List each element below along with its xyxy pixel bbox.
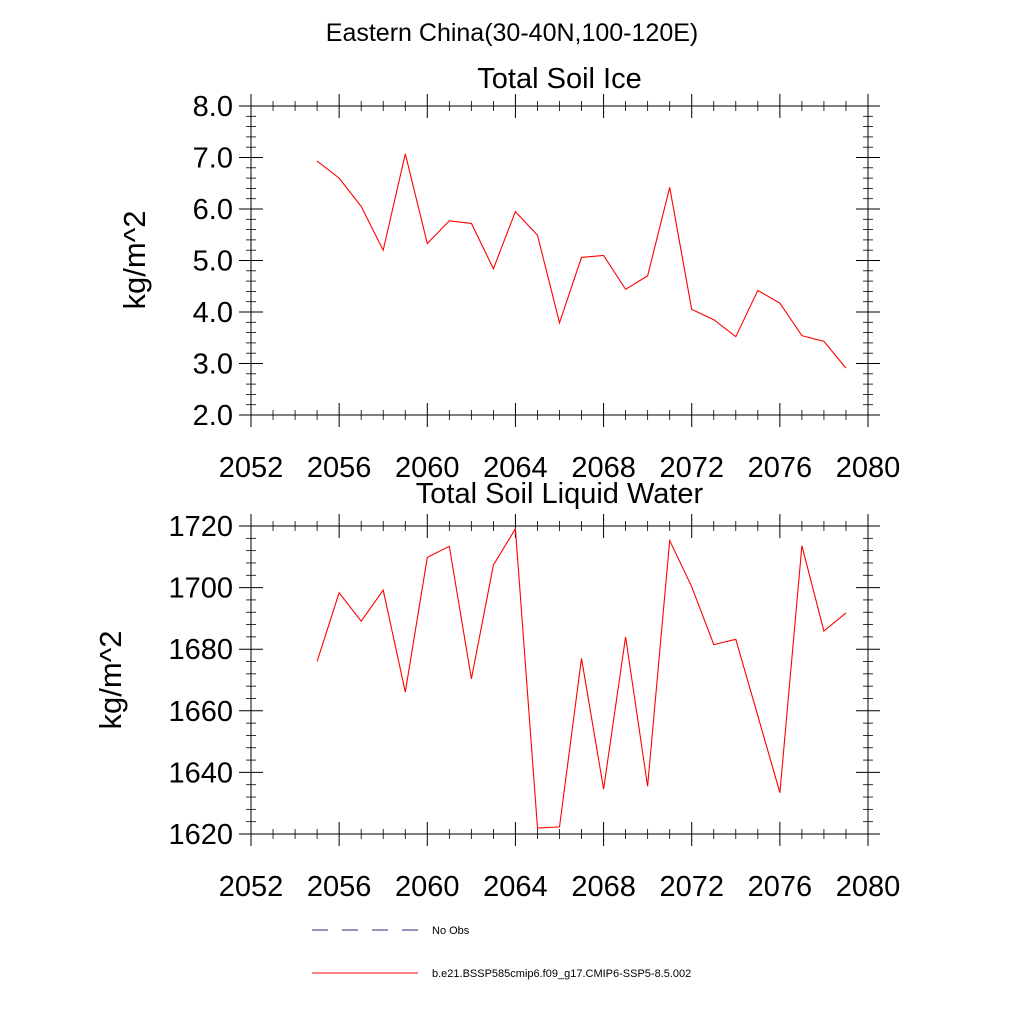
figure-title: Eastern China(30-40N,100-120E) [326,19,698,47]
y-tick-label: 1620 [168,819,233,851]
series-line-1 [316,527,847,829]
y-axis-label: kg/m^2 [117,211,152,310]
plot-frame [250,525,869,835]
y-tick-label: 4.0 [193,297,233,329]
legend: No Obs b.e21.BSSP585cmip6.f09_g17.CMIP6-S… [312,925,691,980]
x-tick-label: 2068 [571,871,636,903]
x-tick-label: 2072 [659,452,724,484]
legend-label-1: No Obs [432,925,470,937]
x-tick-label: 2052 [219,871,284,903]
series-line-1 [316,153,847,369]
x-tick-label: 2064 [483,452,548,484]
y-tick-label: 7.0 [193,143,233,175]
legend-label-2: b.e21.BSSP585cmip6.f09_g17.CMIP6-SSP5-8.… [432,968,691,980]
x-tick-label: 2076 [748,871,813,903]
x-tick-label: 2056 [307,452,372,484]
y-tick-label: 6.0 [193,194,233,226]
y-tick-label: 1700 [168,573,233,605]
chart-panel-1: Total Soil Ice kg/m^2 2052 2056 2060 2064 2068… [117,63,900,484]
x-tick-label: 2056 [307,871,372,903]
x-tick-label: 2072 [659,871,724,903]
y-tick-label: 5.0 [193,246,233,278]
x-tick-label: 2060 [395,452,460,484]
plot-frame [250,105,869,416]
y-tick-label: 1680 [168,634,233,666]
x-tick-label: 2068 [571,452,636,484]
y-axis-label: kg/m^2 [93,631,128,730]
x-tick-label: 2076 [748,452,813,484]
x-tick-label: 2052 [219,452,284,484]
y-tick-label: 3.0 [193,349,233,381]
x-tick-label: 2064 [483,871,548,903]
panel-title: Total Soil Liquid Water [416,478,704,510]
x-tick-label: 2080 [836,871,901,903]
panel-title: Total Soil Ice [477,63,641,95]
x-tick-label: 2060 [395,871,460,903]
y-tick-label: 1720 [168,511,233,543]
x-tick-label: 2080 [836,452,901,484]
y-tick-label: 1660 [168,696,233,728]
chart-panel-2: Total Soil Liquid Water kg/m^2 2052 2056 206… [93,478,900,903]
y-tick-label: 2.0 [193,400,233,432]
y-tick-label: 8.0 [193,91,233,123]
y-tick-label: 1640 [168,757,233,789]
